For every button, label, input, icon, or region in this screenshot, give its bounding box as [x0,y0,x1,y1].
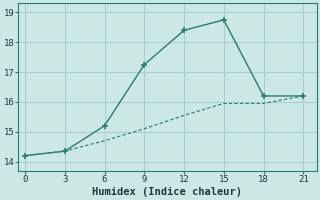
X-axis label: Humidex (Indice chaleur): Humidex (Indice chaleur) [92,186,243,197]
